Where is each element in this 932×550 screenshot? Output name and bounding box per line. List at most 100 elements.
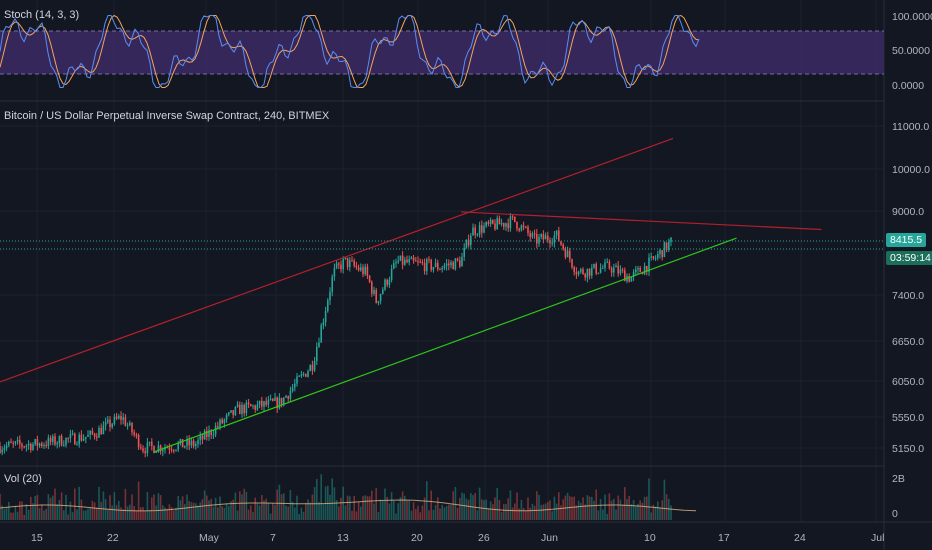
candle-body [278,397,281,409]
volume-bar [87,508,89,520]
volume-bar [65,494,67,520]
volume-bar [450,504,452,520]
volume-bar [606,514,608,520]
volume-bar [670,505,672,520]
candle-body [228,412,230,415]
candle-body [353,260,355,266]
volume-bar [197,505,199,520]
volume-bar [274,504,276,520]
volume-bar [272,503,274,520]
price-title[interactable]: Bitcoin / US Dollar Perpetual Inverse Sw… [4,110,330,122]
volume-bar [661,500,663,520]
volume-bar [234,492,237,520]
candle-body [624,270,626,282]
volume-bar [210,498,212,520]
candle-body [287,396,289,399]
candle-body [498,218,501,225]
candle-body [214,426,217,435]
volume-bar [76,509,78,520]
candle-body [137,434,140,448]
stoch-tick-0: 0.0000 [892,80,925,92]
candle-body [586,268,589,278]
candle-body [102,425,105,435]
volume-bar [223,507,226,520]
volume-bar [417,505,419,520]
candle-body [366,266,369,276]
candle-body [181,439,184,448]
volume-bar [85,510,87,520]
volume-bar [265,498,267,520]
volume-bar [584,504,586,520]
candle-body [522,225,525,227]
candle-body [553,235,556,243]
candle-body [632,272,635,277]
volume-bar [285,505,287,520]
candle-body [109,419,111,428]
last-price-tag[interactable]: 8415.5 [886,233,927,247]
candle-body [173,450,175,452]
candle-body [340,264,342,270]
candle-body [500,223,503,225]
volume-bar [364,495,366,520]
candle-body [485,222,487,227]
candle-body [8,441,10,446]
volume-bar [399,497,402,520]
candle-body [562,244,564,249]
candles[interactable] [0,213,672,458]
candle-body [115,416,118,419]
volume-pane[interactable] [0,474,697,520]
volume-bar [45,508,47,520]
candle-body [164,447,166,450]
candle-body [157,445,160,452]
stoch-pane[interactable] [0,14,884,88]
volume-bar [225,503,228,520]
candle-body [170,449,173,451]
candle-body [507,223,509,229]
candle-body [289,390,292,399]
candle-body [65,438,67,446]
volume-bar [437,497,439,520]
candle-body [401,255,404,265]
volume-bar [659,507,661,520]
volume-bar [146,492,149,520]
x-tick: 26 [478,532,490,544]
volume-bar [406,500,408,520]
volume-bar [566,492,569,520]
volume-bar [637,503,639,520]
volume-bar [335,500,338,520]
volume-bar [516,492,518,520]
stoch-title[interactable]: Stoch (14, 3, 3) [4,9,80,21]
x-tick: 10 [644,532,656,544]
volume-bar [360,506,362,520]
candle-body [606,261,608,263]
candle-body [415,260,417,262]
candle-body [283,397,285,405]
candle-body [448,263,450,266]
volume-bar [351,511,353,520]
volume-bar [302,511,305,520]
volume-bar [38,508,41,520]
volume-bar [309,502,311,520]
candle-body [505,223,507,227]
candle-body [428,259,430,261]
candle-body [179,439,182,444]
volume-bar [96,507,98,520]
trendlines[interactable] [0,137,822,453]
candle-body [241,405,243,415]
candle-body [245,402,248,414]
candle-body [355,265,358,268]
candle-body [527,227,529,234]
candle-body [14,441,17,444]
volume-bar [129,504,131,520]
volume-bar [514,503,516,520]
candle-body [76,444,78,446]
candle-body [190,440,193,446]
volume-bar [472,495,474,520]
volume-bar [228,506,230,520]
volume-bar [19,501,21,520]
candle-body [643,266,646,275]
candle-body [344,257,347,259]
volume-bar [327,485,329,520]
volume-title[interactable]: Vol (20) [4,473,42,485]
